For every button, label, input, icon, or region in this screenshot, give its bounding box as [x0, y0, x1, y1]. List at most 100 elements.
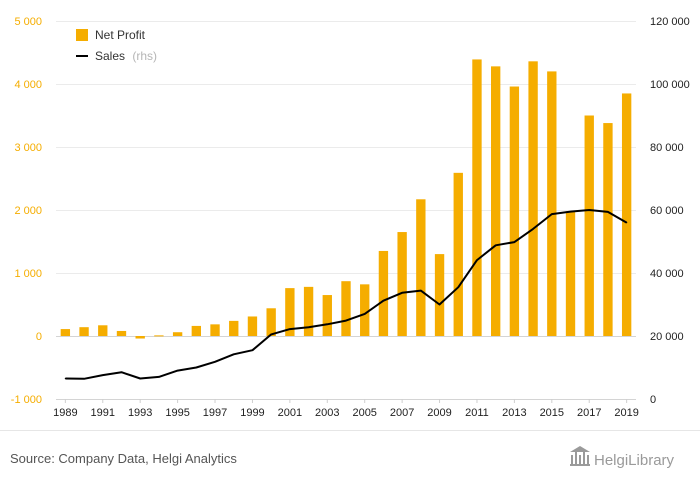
bar-net-profit-1999 — [247, 316, 258, 336]
bar-net-profit-2012 — [491, 66, 501, 337]
point-sales-2012 — [495, 244, 497, 246]
bar-net-profit-2010 — [453, 172, 463, 336]
point-sales-2001 — [289, 328, 291, 330]
bar-net-profit-1992 — [116, 330, 127, 336]
point-sales-2010 — [457, 286, 459, 288]
bar-net-profit-2009 — [434, 254, 445, 336]
point-sales-2013 — [513, 241, 515, 243]
bar-net-profit-1994 — [154, 335, 164, 337]
right-tick-label: 40 000 — [650, 268, 684, 280]
point-sales-2018 — [607, 211, 609, 213]
x-tick-label: 2015 — [540, 407, 564, 419]
point-sales-1997 — [214, 361, 216, 363]
bar-net-profit-1989 — [60, 329, 71, 336]
bar-net-profit-2014 — [528, 61, 538, 336]
right-tick-label: 60 000 — [650, 205, 684, 217]
x-tick-label: 2011 — [465, 407, 489, 419]
legend-label-sales: Sales — [95, 49, 125, 63]
left-tick-label: 0 — [36, 331, 42, 343]
point-sales-2014 — [532, 228, 534, 230]
x-tick-label: 2007 — [390, 407, 414, 419]
bar-net-profit-1991 — [98, 325, 108, 336]
sales-line-layer — [64, 209, 628, 380]
x-tick-label: 2013 — [502, 407, 526, 419]
bar-net-profit-2003 — [322, 295, 332, 336]
grid — [56, 21, 636, 400]
point-sales-1995 — [177, 370, 179, 372]
point-sales-2006 — [382, 300, 385, 302]
x-tick-label: 1993 — [128, 407, 152, 419]
left-tick-label: 1 000 — [14, 268, 42, 280]
x-tick-label: 1999 — [240, 407, 264, 419]
bar-net-profit-1997 — [210, 324, 220, 336]
x-axis-ticks: 1989 1991 1993 1995 1997 1999 2001 2003 2005 2007… — [53, 399, 639, 419]
right-axis-ticks: 0 20 000 40 000 60 000 80 000 100 000 120 000 — [650, 16, 690, 406]
bar-net-profit-1998 — [229, 320, 239, 336]
legend: Net Profit Sales (rhs) — [76, 28, 157, 63]
bar-net-profit-2011 — [472, 59, 482, 337]
x-tick-label: 2009 — [427, 407, 451, 419]
point-sales-2017 — [588, 209, 590, 211]
point-sales-2000 — [270, 333, 272, 336]
bar-net-profit-2002 — [303, 286, 314, 336]
x-tick-label: 1995 — [165, 407, 189, 419]
left-tick-label: 3 000 — [14, 142, 42, 154]
point-sales-1989 — [64, 377, 66, 380]
x-tick-label: 2017 — [577, 407, 601, 419]
point-sales-1991 — [102, 374, 104, 376]
left-axis-ticks: -1 000 0 1 000 2 000 3 000 4 000 5 000 — [11, 16, 42, 406]
source-note: Source: Company Data, Helgi Analytics — [10, 451, 237, 466]
left-tick-label: 5 000 — [14, 16, 42, 28]
point-sales-2019 — [626, 222, 628, 224]
point-sales-1998 — [233, 353, 235, 355]
helgi-library-logo: HelgiLibrary — [570, 446, 675, 469]
x-tick-label: 2005 — [352, 407, 376, 419]
left-tick-label: -1 000 — [11, 394, 42, 406]
right-tick-label: 80 000 — [650, 142, 684, 154]
point-sales-1993 — [139, 377, 141, 380]
point-sales-1996 — [195, 366, 197, 369]
point-sales-2015 — [551, 213, 553, 215]
point-sales-2009 — [438, 303, 441, 306]
point-sales-2003 — [326, 323, 328, 325]
left-tick-label: 4 000 — [14, 79, 42, 91]
point-sales-2008 — [420, 290, 422, 292]
point-sales-1999 — [251, 349, 254, 351]
point-sales-1990 — [83, 378, 85, 380]
right-tick-label: 20 000 — [650, 331, 684, 343]
point-sales-1992 — [120, 371, 123, 373]
bar-net-profit-2005 — [360, 284, 370, 336]
bar-net-profit-2015 — [547, 71, 557, 337]
point-sales-2002 — [307, 326, 310, 328]
bar-net-profit-2013 — [509, 86, 520, 337]
x-tick-label: 1989 — [53, 407, 77, 419]
bar-net-profit-2000 — [266, 308, 276, 336]
point-sales-2016 — [569, 210, 572, 213]
bar-net-profit-2016 — [565, 211, 576, 336]
legend-label-net-profit: Net Profit — [95, 28, 146, 42]
right-tick-label: 0 — [650, 394, 656, 406]
bar-net-profit-2019 — [621, 93, 632, 336]
logo-text: HelgiLibrary — [594, 452, 675, 469]
library-building-icon — [570, 446, 590, 466]
bar-net-profit-1993 — [135, 336, 145, 339]
bar-net-profit-2008 — [416, 199, 426, 336]
bar-net-profit-2017 — [584, 115, 594, 336]
point-sales-1994 — [158, 376, 160, 378]
point-sales-2011 — [476, 259, 478, 261]
bar-net-profit-1996 — [191, 325, 201, 336]
point-sales-2007 — [401, 292, 403, 294]
right-tick-label: 120 000 — [650, 16, 690, 28]
x-tick-label: 1997 — [203, 407, 227, 419]
point-sales-2005 — [364, 313, 366, 315]
bar-net-profit-1995 — [172, 332, 183, 336]
bar-net-profit-1990 — [79, 327, 89, 336]
bar-net-profit-2004 — [341, 281, 351, 336]
bar-net-profit-2006 — [378, 250, 389, 336]
right-tick-label: 100 000 — [650, 79, 690, 91]
x-tick-label: 2003 — [315, 407, 339, 419]
bar-net-profit-2001 — [285, 288, 295, 336]
net-profit-bars — [60, 59, 632, 339]
